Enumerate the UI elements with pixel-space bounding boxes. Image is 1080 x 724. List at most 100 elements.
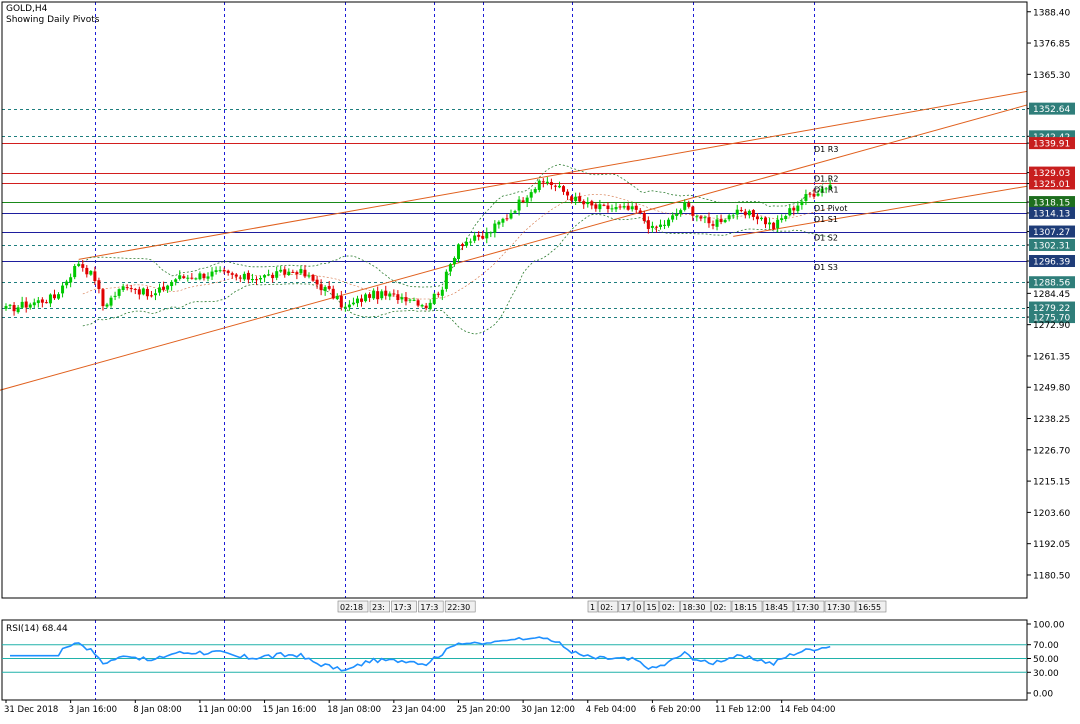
candle-body xyxy=(323,287,327,291)
time-label-9: 4 Feb 04:00 xyxy=(586,705,636,715)
candle-body xyxy=(238,277,242,279)
candle-body xyxy=(812,193,816,197)
candle-body xyxy=(384,290,388,296)
price-tick-label-2: 1365.30 xyxy=(1033,71,1070,81)
candle-body xyxy=(372,290,376,299)
candle-body xyxy=(263,275,267,278)
candle-body xyxy=(271,274,275,279)
candle-body xyxy=(473,235,477,241)
time-label-2: 8 Jan 08:00 xyxy=(133,705,181,715)
candle-body xyxy=(32,302,36,306)
candle-body xyxy=(113,295,117,297)
price-tick-label-21: 1226.70 xyxy=(1033,446,1070,456)
time-tag-box xyxy=(711,600,732,613)
time-tag-box xyxy=(659,600,680,613)
candle-body xyxy=(610,208,614,210)
pivot-label-1: D1 R2 xyxy=(814,175,838,184)
candle-body xyxy=(412,299,416,301)
price-tick-label-22: 1215.15 xyxy=(1033,478,1070,488)
candle-body xyxy=(222,270,226,272)
time-tag-1: 23: xyxy=(372,603,385,612)
candle-body xyxy=(137,289,141,295)
candle-body xyxy=(452,257,456,265)
candle-body xyxy=(194,278,198,280)
candle-body xyxy=(456,244,460,260)
candle-body xyxy=(808,193,812,195)
time-axis: 31 Dec 2018 3 Jan 16:00 8 Jan 08:00 11 Jan … xyxy=(4,700,835,715)
time-tags: 02:18 23: 17:3 17:3 22:30 1 02: 17 0 15 02: 18:30 02… xyxy=(337,600,887,613)
time-tag-3: 17:3 xyxy=(420,603,438,612)
candle-body xyxy=(170,281,174,287)
candle-body xyxy=(331,288,335,299)
price-tick-label-25: 1180.50 xyxy=(1033,571,1070,581)
price-tick-label-23: 1203.60 xyxy=(1033,509,1070,519)
price-tick-label-1: 1376.85 xyxy=(1033,40,1070,50)
candle-body xyxy=(566,191,570,196)
price-badge-label-6: 1329.03 xyxy=(1033,169,1070,179)
candle-body xyxy=(210,271,214,277)
candle-body xyxy=(364,294,368,302)
candle-body xyxy=(65,281,69,286)
time-label-4: 15 Jan 16:00 xyxy=(263,705,317,715)
candle-body xyxy=(52,294,56,299)
time-tag-r-4: 15 xyxy=(646,603,656,612)
candle-body xyxy=(723,219,727,223)
candle-body xyxy=(634,205,638,210)
candle-body xyxy=(388,293,392,297)
pivot-label-5: D1 S2 xyxy=(814,234,838,243)
price-badge xyxy=(1029,255,1075,268)
candle-body xyxy=(117,289,121,296)
candle-body xyxy=(764,217,768,225)
trend-line-2 xyxy=(733,185,1028,237)
candle-body xyxy=(396,294,400,300)
time-label-7: 25 Jan 20:00 xyxy=(456,705,510,715)
candle-body xyxy=(663,224,667,226)
candle-body xyxy=(162,286,166,290)
time-tag-box xyxy=(855,600,887,613)
price-badge-label-12: 1296.39 xyxy=(1033,258,1070,268)
price-badge-label-15: 1279.22 xyxy=(1033,304,1070,314)
time-tag-r-11: 17:30 xyxy=(827,603,850,612)
candle-body xyxy=(226,270,230,273)
candle-body xyxy=(424,305,428,309)
candle-body xyxy=(537,180,541,190)
candle-body xyxy=(400,297,404,300)
time-tag-box xyxy=(587,600,598,613)
candle-body xyxy=(24,301,28,308)
time-tag-2: 17:3 xyxy=(394,603,412,612)
time-tag-r-6: 18:30 xyxy=(682,603,705,612)
time-label-12: 14 Feb 04:00 xyxy=(780,705,836,715)
price-badge-label-10: 1307.27 xyxy=(1033,228,1070,238)
candle-body xyxy=(186,277,190,279)
candle-body xyxy=(646,220,650,229)
price-badge xyxy=(1029,196,1075,209)
price-frame xyxy=(1,1,1028,599)
price-tick-label-24: 1192.05 xyxy=(1033,540,1070,550)
time-tag-box xyxy=(644,600,660,613)
candle-body xyxy=(618,206,622,208)
candle-body xyxy=(578,196,582,202)
candle-body xyxy=(557,185,561,188)
candle-body xyxy=(77,263,81,266)
candle-body xyxy=(824,188,828,190)
candle-body xyxy=(642,213,646,222)
candle-body xyxy=(594,204,598,209)
price-badge-label-13: 1288.56 xyxy=(1033,279,1070,289)
candle-body xyxy=(279,269,283,272)
candle-body xyxy=(602,204,606,206)
candle-body xyxy=(481,235,485,239)
candle-body xyxy=(101,289,105,307)
candle-body xyxy=(153,293,157,296)
candle-body xyxy=(141,288,145,295)
time-tag-4: 22:30 xyxy=(447,603,470,612)
candle-body xyxy=(145,288,149,297)
candle-body xyxy=(246,272,250,280)
candle-body xyxy=(44,302,48,304)
rsi-tick-label-1: 70.00 xyxy=(1033,641,1059,651)
candle-body xyxy=(267,274,271,276)
candle-body xyxy=(444,271,448,289)
price-tick-label-0: 1388.40 xyxy=(1033,8,1070,18)
